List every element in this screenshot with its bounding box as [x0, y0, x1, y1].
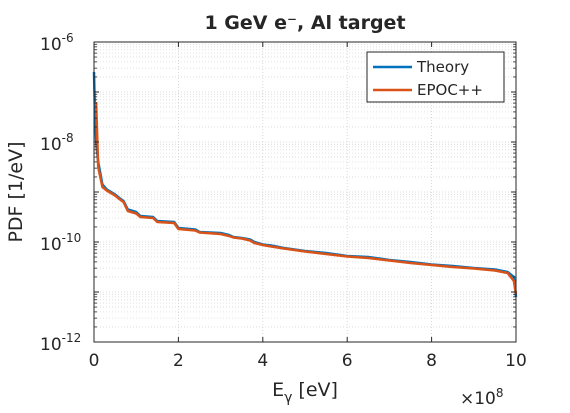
x-axis-label: Eγ [eV]	[272, 379, 338, 406]
legend-label-theory: Theory	[416, 58, 469, 76]
x-tick-label: 10	[505, 351, 527, 371]
y-tick-label: 10-6	[40, 31, 74, 55]
x-tick-label: 8	[426, 351, 437, 371]
plot-series	[92, 71, 518, 298]
legend-box	[366, 51, 505, 103]
x-tick-label: 0	[89, 351, 100, 371]
ticks: 0 2 4 6 8 10 10-12 10-10 10-8 10-6	[40, 31, 527, 371]
series-line-epoc-	[94, 101, 518, 295]
chart-title: 1 GeV e⁻, Al target	[204, 12, 405, 34]
legend-label-epoc: EPOC++	[417, 81, 483, 99]
y-axis-label: PDF [1/eV]	[5, 141, 27, 242]
x-scale-factor-base: ×108	[460, 386, 504, 409]
y-tick-label: 10-12	[40, 331, 81, 355]
y-tick-label: 10-10	[40, 231, 81, 255]
x-tick-label: 6	[342, 351, 353, 371]
x-tick-label: 2	[173, 351, 184, 371]
x-tick-label: 4	[257, 351, 268, 371]
legend: Theory EPOC++	[366, 51, 505, 103]
x-scale-factor: ×108	[460, 386, 504, 409]
y-tick-label: 10-8	[40, 131, 74, 155]
